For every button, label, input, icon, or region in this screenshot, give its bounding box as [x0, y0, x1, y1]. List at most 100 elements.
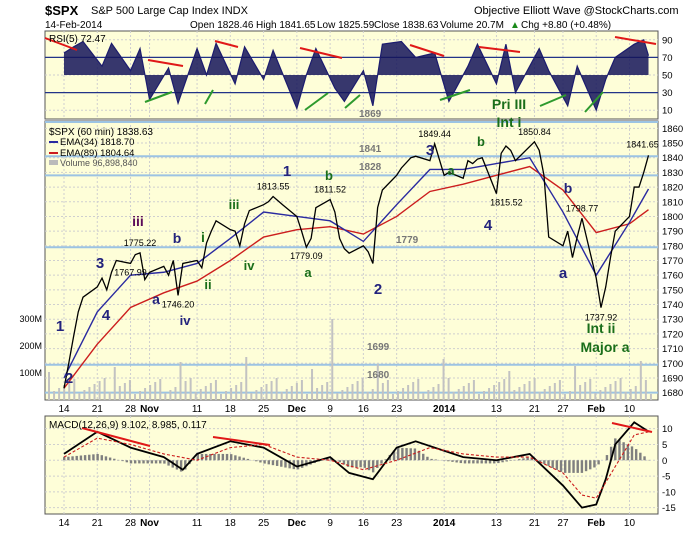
x-tick-label: 27 — [557, 404, 569, 415]
volume-bar — [139, 391, 141, 400]
macd-histogram-bar — [606, 455, 608, 460]
macd-histogram-bar — [376, 460, 378, 468]
wave-label: a — [559, 265, 568, 282]
x-tick-label: 21 — [529, 404, 541, 415]
wave-label: Int ii — [587, 320, 616, 336]
volume-bar — [523, 384, 525, 400]
macd-histogram-bar — [101, 455, 103, 460]
wave-label: Major a — [580, 339, 629, 355]
macd-histogram-bar — [518, 459, 520, 460]
volume-bar — [478, 394, 480, 400]
volume-bar — [483, 391, 485, 400]
x-tick-label: 25 — [258, 404, 270, 415]
x-tick-label: Feb — [587, 518, 605, 529]
x-tick-label: 9 — [327, 404, 333, 415]
x-tick-label: Nov — [140, 404, 159, 415]
price-tick-label: 1760 — [662, 271, 683, 282]
x-tick-label: Dec — [288, 518, 307, 529]
wave-label: b — [173, 230, 182, 246]
volume-bar — [159, 379, 161, 400]
volume-bar — [58, 388, 60, 400]
wave-label: i — [201, 229, 205, 245]
wave-label: a — [447, 163, 455, 178]
macd-histogram-bar — [126, 460, 128, 462]
x-tick-label: 11 — [192, 404, 203, 415]
price-tick-label: 1780 — [662, 241, 683, 252]
volume-bar — [124, 383, 126, 400]
price-tick-label: 1800 — [662, 212, 683, 223]
macd-histogram-bar — [222, 454, 224, 460]
high-label: High 1841.65 — [256, 20, 316, 31]
x-tick-label: 21 — [529, 518, 541, 529]
volume-bar — [164, 393, 166, 400]
wave-label: 1 — [283, 163, 291, 180]
volume-bar — [331, 319, 333, 400]
macd-histogram-bar — [201, 454, 203, 460]
volume-bar — [134, 394, 136, 400]
macd-histogram-bar — [92, 454, 94, 460]
price-tick-label: 1720 — [662, 329, 683, 340]
price-point-label: 1849.44 — [418, 129, 451, 139]
volume-bar — [650, 394, 652, 400]
macd-histogram-bar — [405, 448, 407, 460]
volume-bar — [104, 378, 106, 400]
volume-bar — [609, 384, 611, 400]
source-label: Objective Elliott Wave @StockCharts.com — [474, 5, 679, 17]
volume-bar — [301, 380, 303, 400]
volume-bar — [564, 394, 566, 400]
wave-label: iii — [132, 213, 144, 229]
macd-histogram-bar — [155, 460, 157, 463]
volume-bar — [119, 386, 121, 400]
macd-histogram-bar — [234, 455, 236, 460]
rsi-tick-label: 30 — [662, 88, 673, 99]
volume-bar — [240, 382, 242, 400]
volume-bar — [286, 389, 288, 400]
x-tick-label: 28 — [125, 404, 137, 415]
index-title: S&P 500 Large Cap Index INDX — [91, 5, 249, 17]
macd-histogram-bar — [480, 460, 482, 463]
volume-bar — [559, 380, 561, 400]
volume-bar — [205, 386, 207, 400]
x-tick-label: 23 — [391, 518, 403, 529]
volume-bar — [493, 385, 495, 400]
close-label: Close 1838.63 — [374, 20, 439, 31]
macd-histogram-bar — [226, 454, 228, 460]
wave-label: b — [325, 168, 333, 183]
volume-bar — [235, 385, 237, 400]
volume-bar — [392, 394, 394, 400]
volume-bar — [185, 381, 187, 400]
x-tick-label: 18 — [225, 404, 237, 415]
macd-histogram-bar — [401, 448, 403, 460]
date-label: 14-Feb-2014 — [45, 20, 103, 31]
volume-bar — [458, 389, 460, 400]
price-tick-label: 1790 — [662, 227, 683, 238]
volume-bar — [443, 359, 445, 400]
volume-bar — [402, 388, 404, 400]
volume-bar — [78, 393, 80, 400]
macd-histogram-bar — [230, 454, 232, 460]
price-point-label: 1767.99 — [114, 267, 147, 277]
price-tick-label: 1860 — [662, 124, 683, 135]
volume-bar — [73, 379, 75, 400]
macd-histogram-bar — [368, 460, 370, 470]
volume-bar — [346, 387, 348, 400]
x-tick-label: 10 — [624, 404, 636, 415]
macd-histogram-bar — [67, 457, 69, 461]
volume-bar — [518, 387, 520, 400]
price-point-label: 1811.52 — [314, 185, 346, 195]
macd-histogram-bar — [501, 460, 503, 462]
rsi-tick-label: 10 — [662, 106, 673, 117]
price-tick-label: 1730 — [662, 315, 683, 326]
macd-histogram-bar — [134, 460, 136, 463]
macd-tick-label: 10 — [662, 424, 673, 435]
wave-label: Int i — [497, 114, 522, 130]
volume-bar — [306, 394, 308, 400]
volume-bar — [99, 381, 101, 400]
volume-bar — [230, 388, 232, 400]
x-tick-label: 23 — [391, 404, 403, 415]
macd-histogram-bar — [585, 460, 587, 471]
macd-histogram-bar — [276, 460, 278, 466]
wave-label: a — [152, 291, 160, 307]
macd-histogram-bar — [359, 460, 361, 467]
macd-histogram-bar — [280, 460, 282, 466]
